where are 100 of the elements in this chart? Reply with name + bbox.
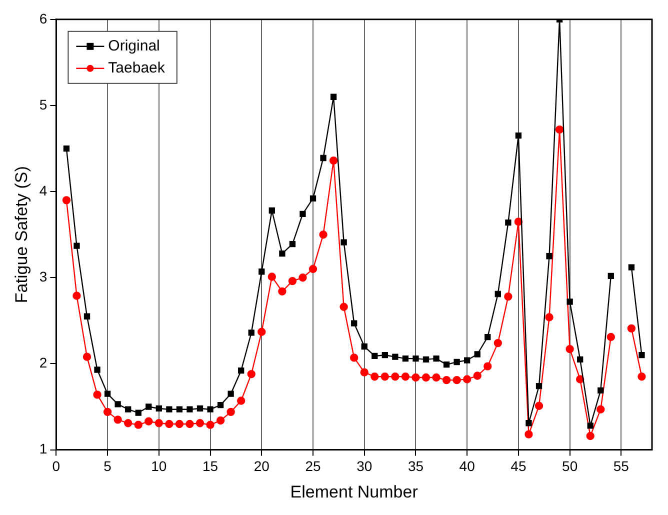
point <box>146 404 152 410</box>
point <box>536 383 542 390</box>
point <box>515 132 522 139</box>
point <box>310 195 316 202</box>
point <box>402 355 409 362</box>
point <box>288 276 297 286</box>
point <box>175 420 184 428</box>
point <box>279 250 286 257</box>
point <box>545 313 554 322</box>
point <box>135 410 142 416</box>
point <box>165 420 174 428</box>
x-tick-label: 30 <box>356 458 372 474</box>
point <box>196 405 204 412</box>
point <box>514 218 523 226</box>
point <box>258 268 265 275</box>
point <box>587 422 594 429</box>
point <box>236 396 246 405</box>
point <box>443 362 450 368</box>
point <box>442 376 451 384</box>
point <box>391 372 400 381</box>
point <box>494 338 502 348</box>
point <box>638 372 646 381</box>
point <box>474 351 480 358</box>
point <box>125 406 132 412</box>
x-tick-label: 55 <box>613 458 630 474</box>
point <box>300 210 306 218</box>
point <box>586 432 594 440</box>
point <box>134 420 142 429</box>
point <box>412 373 420 382</box>
point <box>156 405 162 412</box>
point <box>278 287 286 296</box>
point <box>94 366 100 373</box>
point <box>382 352 388 358</box>
point <box>238 368 244 374</box>
point <box>505 219 512 226</box>
point <box>84 313 90 320</box>
x-tick-label: 25 <box>305 458 321 474</box>
point <box>289 240 296 248</box>
x-axis-title: Element Number <box>290 482 418 502</box>
point <box>340 302 348 312</box>
point <box>422 373 430 382</box>
point <box>627 324 636 333</box>
point <box>228 390 234 397</box>
point <box>82 352 92 361</box>
x-tick-label: 10 <box>151 458 167 474</box>
point <box>144 417 153 426</box>
point <box>464 357 470 364</box>
y-axis-title: Fatigue Safety (S) <box>12 166 31 304</box>
point <box>207 406 214 412</box>
legend-label: Taebaek <box>108 60 166 77</box>
point <box>484 334 491 340</box>
point <box>555 125 564 134</box>
point <box>103 408 112 416</box>
point <box>330 94 337 100</box>
x-tick-label: 0 <box>52 458 60 474</box>
point <box>62 196 71 204</box>
point <box>412 355 419 362</box>
x-tick-label: 45 <box>510 458 526 474</box>
point <box>524 430 533 438</box>
point <box>494 290 501 298</box>
point <box>72 292 81 300</box>
point <box>628 264 635 270</box>
point <box>380 372 390 381</box>
y-tick-label: 5 <box>39 96 48 112</box>
point <box>361 343 368 350</box>
x-tick-label: 50 <box>562 458 578 474</box>
point <box>166 406 172 412</box>
point <box>454 358 460 366</box>
point <box>308 264 318 274</box>
point <box>74 242 80 249</box>
point <box>104 390 111 397</box>
point <box>320 154 326 162</box>
point <box>176 406 183 412</box>
point <box>370 372 379 381</box>
point <box>473 372 482 380</box>
point <box>372 352 378 360</box>
y-tick-label: 6 <box>39 10 48 26</box>
point <box>186 420 194 428</box>
legend-label: Original <box>108 38 160 55</box>
point <box>114 416 122 424</box>
point <box>452 376 461 384</box>
point <box>258 328 266 336</box>
point <box>566 344 574 354</box>
point <box>247 370 256 378</box>
point <box>608 272 614 279</box>
point <box>360 368 368 376</box>
point <box>596 405 605 414</box>
point <box>154 419 164 428</box>
point <box>124 419 132 428</box>
point <box>186 406 193 412</box>
point <box>350 354 358 362</box>
point <box>484 362 492 370</box>
y-tick-label: 4 <box>39 182 48 198</box>
point <box>598 387 604 394</box>
point <box>298 274 307 282</box>
point <box>93 390 102 399</box>
x-tick-label: 15 <box>202 458 218 474</box>
point <box>462 375 472 384</box>
point <box>206 420 214 429</box>
point <box>319 230 328 239</box>
